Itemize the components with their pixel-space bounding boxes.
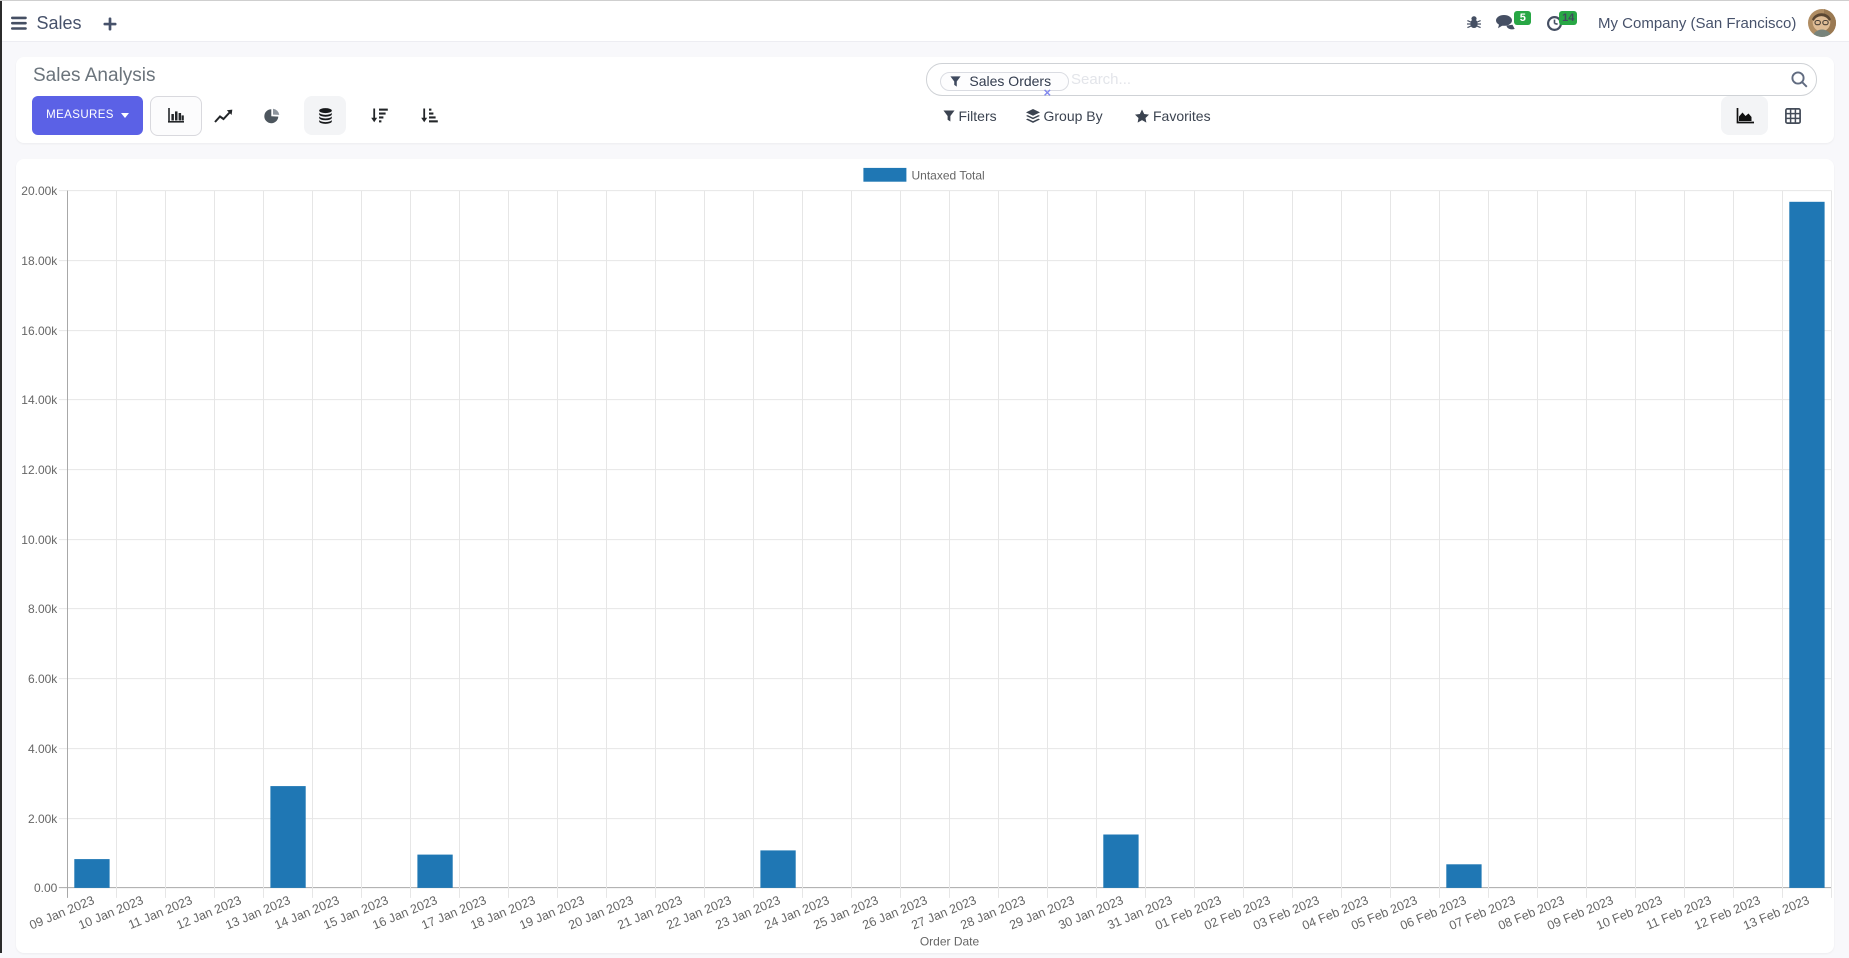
svg-text:6.00k: 6.00k [28,672,58,686]
svg-text:14.00k: 14.00k [21,393,58,407]
svg-text:Order Date: Order Date [920,935,980,949]
svg-text:10.00k: 10.00k [21,533,58,547]
svg-text:Untaxed Total: Untaxed Total [912,168,985,182]
svg-text:8.00k: 8.00k [28,602,58,616]
svg-text:0.00: 0.00 [34,881,58,895]
svg-text:4.00k: 4.00k [28,742,58,756]
svg-text:16.00k: 16.00k [21,324,58,338]
svg-text:20.00k: 20.00k [21,184,58,198]
svg-text:12.00k: 12.00k [21,463,58,477]
svg-text:2.00k: 2.00k [28,812,58,826]
svg-text:18.00k: 18.00k [21,254,58,268]
